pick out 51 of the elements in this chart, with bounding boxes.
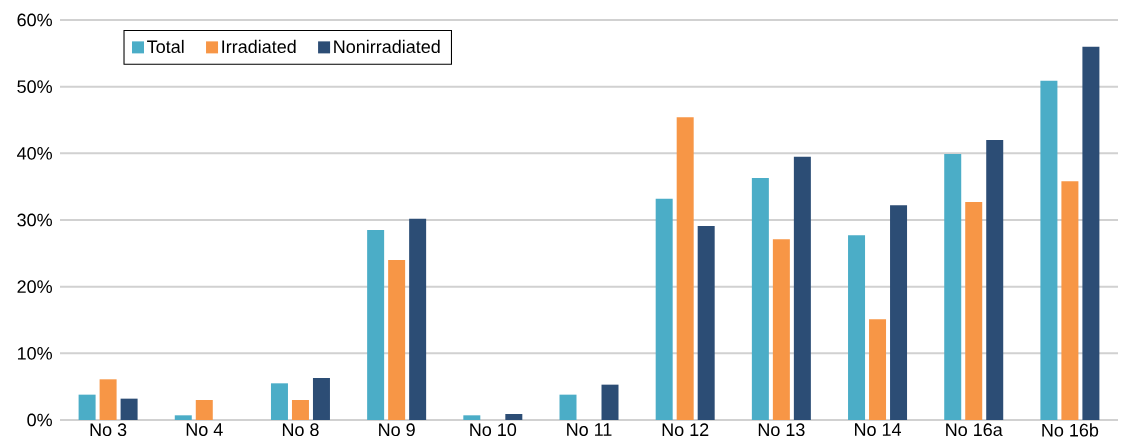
bar [751,177,769,420]
y-tick-label: 10% [17,346,52,360]
bar [676,117,694,420]
bar [120,398,138,420]
bar [848,235,866,420]
bar [270,383,288,420]
bar [505,413,523,420]
legend-label: Total [147,39,184,54]
bar [291,399,309,420]
bar [1082,46,1100,420]
bar [463,415,481,420]
x-tick-label: No 13 [758,423,805,437]
bar [944,153,962,420]
y-tick-label: 50% [17,80,52,94]
bar [559,394,577,420]
y-tick-label: 40% [17,146,52,160]
y-tick-label: 0% [27,413,52,427]
bar [409,218,427,420]
bar [772,239,790,420]
bar [367,229,385,420]
x-tick-label: No 10 [470,423,517,437]
bar [174,415,192,420]
x-tick-label: No 9 [379,423,415,437]
x-tick-label: No 8 [282,423,319,437]
y-tick-label: 60% [17,13,52,27]
legend-label: Irradiated [222,39,296,54]
bar [78,394,96,420]
y-tick-label: 20% [17,280,52,294]
bar [655,198,673,420]
x-tick-label: No 11 [567,423,612,436]
bar [986,139,1004,420]
legend-label: Nonirradiated [334,39,440,54]
x-tick-label: No 12 [662,423,709,437]
bar [1061,181,1079,420]
bar [890,205,908,420]
x-tick-label: No 4 [186,423,223,436]
bar [601,384,619,420]
bar [1040,80,1058,420]
x-tick-label: No 14 [855,423,902,436]
bar [312,377,330,420]
x-tick-label: No 3 [90,423,127,437]
bar [99,379,117,420]
x-tick-label: No 16b [1042,423,1099,437]
x-tick-label: No 16a [946,423,1003,437]
bar [793,156,811,420]
bar [965,201,983,420]
bar [195,399,213,420]
bar [388,259,406,420]
bar [697,225,715,420]
y-tick-label: 30% [17,213,52,227]
bar [869,319,887,420]
